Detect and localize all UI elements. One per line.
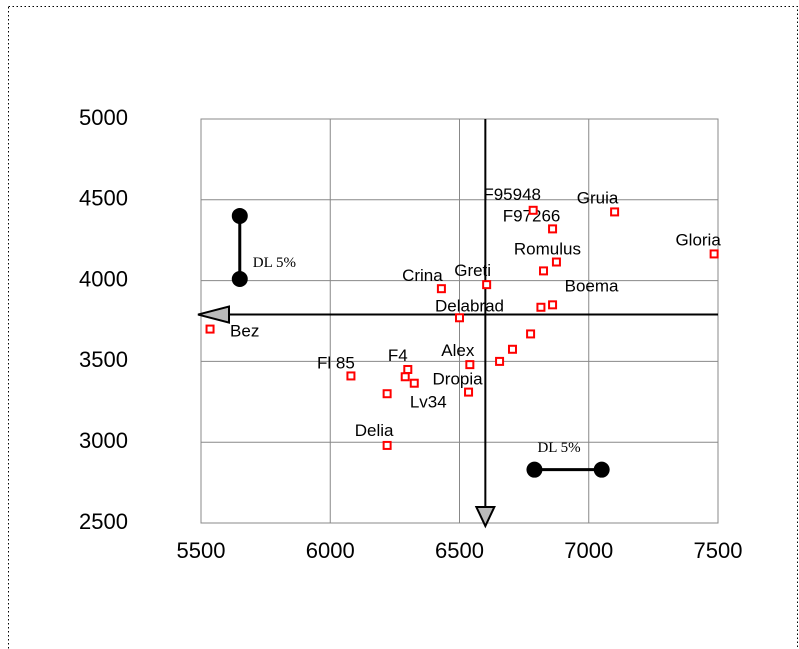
point-label: Alex [441, 341, 475, 360]
arrowhead [474, 506, 496, 529]
point [548, 224, 558, 234]
dl-end [231, 207, 248, 224]
dl-label: DL 5% [253, 255, 296, 271]
point [382, 389, 392, 399]
point-label: F95948 [483, 185, 541, 204]
point [536, 302, 546, 312]
y-tick-label: 4500 [79, 186, 128, 211]
point [403, 364, 413, 374]
plot-border [200, 118, 719, 524]
y-tick-label: 3000 [79, 428, 128, 453]
point [528, 205, 538, 215]
point-label: Greti [454, 261, 491, 280]
point [526, 329, 536, 339]
y-tick-label: 2500 [79, 509, 128, 534]
y-tick-label: 4000 [79, 266, 128, 291]
point [551, 257, 561, 267]
point [436, 284, 446, 294]
point-label: Dropia [433, 370, 484, 389]
dl-end [526, 461, 543, 478]
point [465, 360, 475, 370]
point-label: Lv34 [410, 393, 447, 412]
point-label: F97266 [503, 206, 561, 225]
point [539, 266, 549, 276]
point [409, 378, 419, 388]
x-tick-label: 6000 [306, 538, 355, 563]
point [455, 313, 464, 323]
point-label: Fl 85 [317, 353, 355, 372]
x-tick-label: 7000 [564, 538, 613, 563]
point-label: Gruia [577, 188, 619, 207]
point-label: Romulus [514, 240, 581, 259]
x-tick-label: 7500 [694, 538, 743, 563]
arrowhead [197, 305, 230, 324]
point [507, 344, 517, 354]
point-label: Gloria [675, 230, 721, 249]
point [548, 300, 558, 310]
point-label: Delabrad [435, 296, 504, 315]
x-tick-label: 5500 [177, 538, 226, 563]
point [205, 324, 215, 334]
point-label: Delia [355, 421, 394, 440]
point [709, 249, 719, 259]
point-label: F4 [388, 346, 408, 365]
x-tick-label: 6500 [435, 538, 484, 563]
y-tick-label: 5000 [79, 105, 128, 130]
y-tick-label: 3500 [79, 347, 128, 372]
point [495, 356, 505, 366]
point [400, 372, 410, 382]
point [382, 440, 392, 450]
point [464, 387, 474, 397]
dl-label: DL 5% [537, 440, 580, 456]
point [346, 371, 356, 381]
point-label: Boema [565, 276, 619, 295]
dl-end [231, 270, 248, 287]
point [610, 207, 620, 217]
point-label: Bez [230, 322, 259, 341]
frame [8, 6, 798, 649]
dl-end [593, 461, 610, 478]
point-label: Crina [402, 266, 443, 285]
point [482, 280, 492, 290]
